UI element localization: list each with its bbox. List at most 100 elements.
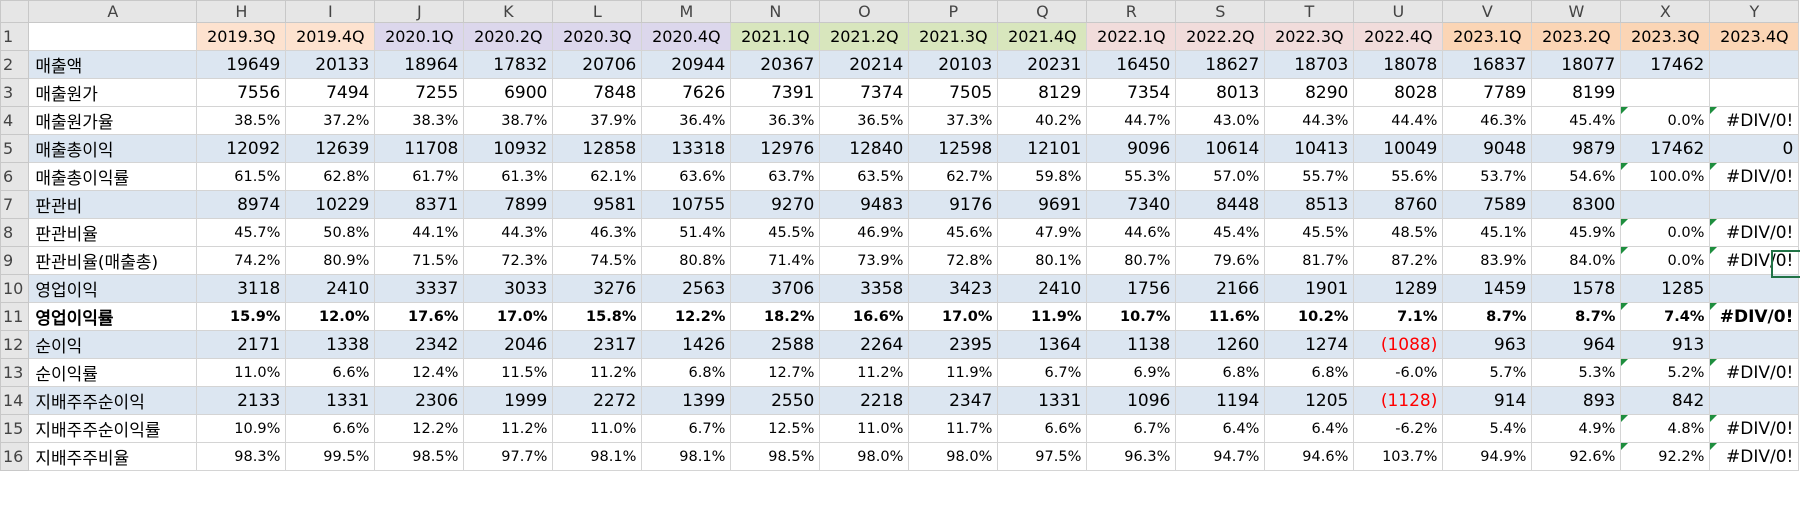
value-cell[interactable]: 11.0% <box>196 358 287 387</box>
row-header[interactable]: 11 <box>0 302 30 331</box>
value-cell[interactable]: 15.8% <box>552 302 643 331</box>
column-header[interactable]: O <box>819 0 910 23</box>
value-cell[interactable]: 0.0% <box>1620 218 1711 247</box>
value-cell[interactable]: 38.7% <box>463 106 554 135</box>
value-cell[interactable]: #DIV/0! <box>1709 414 1800 443</box>
value-cell[interactable]: (1088) <box>1353 330 1444 359</box>
value-cell[interactable]: 19649 <box>196 50 287 79</box>
value-cell[interactable]: 80.1% <box>997 246 1088 275</box>
select-all-corner[interactable] <box>0 0 30 23</box>
value-cell[interactable]: 8513 <box>1264 190 1355 219</box>
value-cell[interactable]: 12840 <box>819 134 910 163</box>
selected-cell[interactable] <box>1771 250 1800 278</box>
row-header[interactable]: 13 <box>0 358 30 387</box>
value-cell[interactable]: 2410 <box>997 274 1088 303</box>
value-cell[interactable]: 12092 <box>196 134 287 163</box>
value-cell[interactable]: 913 <box>1620 330 1711 359</box>
value-cell[interactable]: 62.8% <box>285 162 376 191</box>
value-cell[interactable]: 98.1% <box>552 442 643 471</box>
value-cell[interactable]: 17462 <box>1620 134 1711 163</box>
value-cell[interactable]: 6.7% <box>997 358 1088 387</box>
value-cell[interactable]: 20944 <box>641 50 732 79</box>
value-cell[interactable] <box>1620 190 1711 219</box>
value-cell[interactable]: 72.3% <box>463 246 554 275</box>
value-cell[interactable]: 57.0% <box>1175 162 1266 191</box>
value-cell[interactable]: 38.3% <box>374 106 465 135</box>
value-cell[interactable]: 18627 <box>1175 50 1266 79</box>
value-cell[interactable]: 1289 <box>1353 274 1444 303</box>
value-cell[interactable]: 20103 <box>908 50 999 79</box>
value-cell[interactable]: 37.3% <box>908 106 999 135</box>
value-cell[interactable]: 45.5% <box>1264 218 1355 247</box>
value-cell[interactable]: 10.9% <box>196 414 287 443</box>
value-cell[interactable]: 1260 <box>1175 330 1266 359</box>
value-cell[interactable]: 1138 <box>1086 330 1177 359</box>
value-cell[interactable]: 45.5% <box>730 218 821 247</box>
value-cell[interactable]: 20214 <box>819 50 910 79</box>
value-cell[interactable]: 7391 <box>730 78 821 107</box>
value-cell[interactable]: 7505 <box>908 78 999 107</box>
column-header[interactable]: H <box>196 0 287 23</box>
column-header[interactable]: P <box>908 0 999 23</box>
value-cell[interactable]: 8.7% <box>1531 302 1622 331</box>
value-cell[interactable]: 1096 <box>1086 386 1177 415</box>
value-cell[interactable]: 44.4% <box>1353 106 1444 135</box>
value-cell[interactable]: 7789 <box>1442 78 1533 107</box>
value-cell[interactable]: -6.2% <box>1353 414 1444 443</box>
value-cell[interactable]: 44.7% <box>1086 106 1177 135</box>
value-cell[interactable]: 63.7% <box>730 162 821 191</box>
value-cell[interactable]: 48.5% <box>1353 218 1444 247</box>
value-cell[interactable]: 3033 <box>463 274 554 303</box>
column-header[interactable]: Q <box>997 0 1088 23</box>
row-header[interactable]: 10 <box>0 274 30 303</box>
quarter-cell[interactable]: 2021.1Q <box>730 22 821 51</box>
quarter-cell[interactable]: 2021.4Q <box>997 22 1088 51</box>
value-cell[interactable]: 98.0% <box>819 442 910 471</box>
value-cell[interactable]: 9096 <box>1086 134 1177 163</box>
row-label-cell[interactable]: 지배주주순이익률 <box>28 414 198 443</box>
value-cell[interactable]: 37.9% <box>552 106 643 135</box>
row-header[interactable]: 6 <box>0 162 30 191</box>
value-cell[interactable]: 8290 <box>1264 78 1355 107</box>
value-cell[interactable]: 17832 <box>463 50 554 79</box>
value-cell[interactable]: 11.6% <box>1175 302 1266 331</box>
value-cell[interactable]: 12598 <box>908 134 999 163</box>
row-header[interactable]: 5 <box>0 134 30 163</box>
value-cell[interactable] <box>1709 190 1800 219</box>
value-cell[interactable]: 74.2% <box>196 246 287 275</box>
value-cell[interactable]: 4.8% <box>1620 414 1711 443</box>
column-header[interactable]: N <box>730 0 821 23</box>
row-label-cell[interactable]: 매출원가율 <box>28 106 198 135</box>
quarter-cell[interactable]: 2021.2Q <box>819 22 910 51</box>
value-cell[interactable]: 6.4% <box>1175 414 1266 443</box>
value-cell[interactable]: 3706 <box>730 274 821 303</box>
value-cell[interactable]: 7354 <box>1086 78 1177 107</box>
value-cell[interactable]: 3358 <box>819 274 910 303</box>
value-cell[interactable]: 62.7% <box>908 162 999 191</box>
value-cell[interactable]: 11.0% <box>552 414 643 443</box>
value-cell[interactable]: 2133 <box>196 386 287 415</box>
value-cell[interactable]: 6.7% <box>1086 414 1177 443</box>
value-cell[interactable]: 6900 <box>463 78 554 107</box>
value-cell[interactable]: 8129 <box>997 78 1088 107</box>
value-cell[interactable]: 61.3% <box>463 162 554 191</box>
value-cell[interactable]: 11708 <box>374 134 465 163</box>
value-cell[interactable]: 44.6% <box>1086 218 1177 247</box>
value-cell[interactable]: 81.7% <box>1264 246 1355 275</box>
value-cell[interactable]: 11.5% <box>463 358 554 387</box>
value-cell[interactable]: 11.2% <box>552 358 643 387</box>
value-cell[interactable]: 45.7% <box>196 218 287 247</box>
value-cell[interactable]: 9176 <box>908 190 999 219</box>
value-cell[interactable]: 9048 <box>1442 134 1533 163</box>
value-cell[interactable]: 16.6% <box>819 302 910 331</box>
value-cell[interactable]: 2563 <box>641 274 732 303</box>
column-header[interactable]: R <box>1086 0 1177 23</box>
value-cell[interactable]: 12639 <box>285 134 376 163</box>
quarter-cell[interactable]: 2022.1Q <box>1086 22 1177 51</box>
value-cell[interactable]: 3118 <box>196 274 287 303</box>
value-cell[interactable]: 8448 <box>1175 190 1266 219</box>
value-cell[interactable]: 2588 <box>730 330 821 359</box>
value-cell[interactable]: 11.9% <box>997 302 1088 331</box>
value-cell[interactable]: 8300 <box>1531 190 1622 219</box>
value-cell[interactable]: 73.9% <box>819 246 910 275</box>
